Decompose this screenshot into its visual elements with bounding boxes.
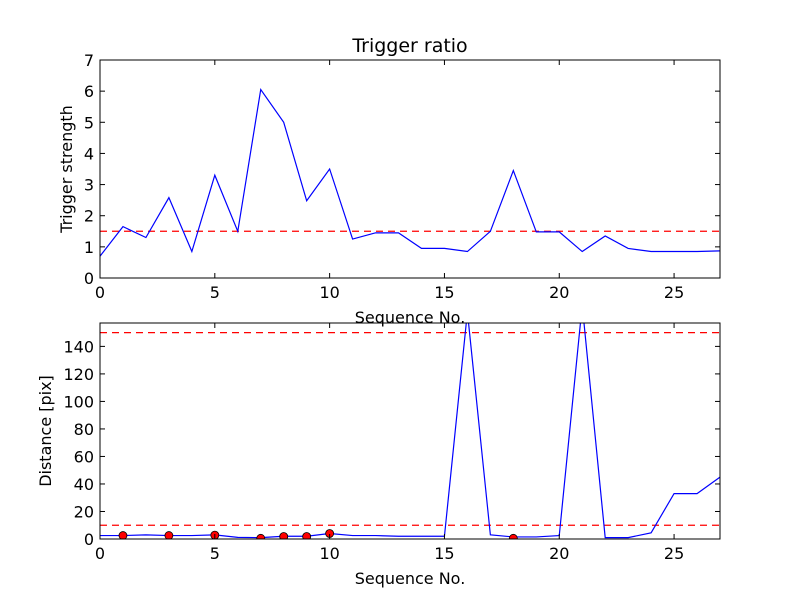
y-axis-label: Distance [pix] [36, 375, 55, 487]
y-tick-label: 3 [84, 176, 94, 195]
y-tick-label: 40 [74, 475, 94, 494]
y-tick-label: 100 [63, 392, 94, 411]
y-tick-label: 1 [84, 238, 94, 257]
x-axis-label: Sequence No. [355, 569, 466, 588]
x-tick-label: 15 [434, 544, 454, 563]
y-tick-label: 20 [74, 502, 94, 521]
y-tick-label: 120 [63, 365, 94, 384]
plot-area [100, 88, 720, 257]
x-tick-label: 5 [210, 544, 220, 563]
plot-area [100, 323, 720, 539]
x-tick-label: 0 [95, 283, 105, 302]
chart-title: Trigger ratio [351, 35, 467, 57]
x-tick-label: 20 [549, 283, 569, 302]
y-tick-label: 7 [84, 51, 94, 70]
series-line-0 [100, 88, 720, 257]
x-tick-label: 25 [664, 544, 684, 563]
data-marker [256, 533, 266, 539]
axes-frame [99, 59, 721, 279]
x-tick-label: 10 [319, 283, 339, 302]
trigger-ratio-plot: 0 5 10 15 20 25 0 1 2 3 4 5 6 7 Sequence No. Trigger … [57, 51, 721, 327]
x-tick-label: 20 [549, 544, 569, 563]
series-line-0 [100, 323, 720, 539]
y-tick-label: 4 [84, 144, 94, 163]
data-marker [279, 532, 289, 539]
distance-plot: 0 5 10 15 20 25 0 20 40 60 80 100 120 140 Sequence No… [36, 322, 721, 588]
x-tick-label: 15 [434, 283, 454, 302]
x-tick-label: 5 [210, 283, 220, 302]
ticks: 0 5 10 15 20 25 0 20 40 60 80 100 120 140 [63, 323, 720, 563]
ticks: 0 5 10 15 20 25 0 1 2 3 4 5 6 7 [84, 51, 720, 302]
x-tick-label: 0 [95, 544, 105, 563]
x-axis-label: Sequence No. [355, 308, 466, 327]
y-axis-label: Trigger strength [57, 105, 76, 234]
data-marker [302, 532, 312, 539]
y-tick-label: 5 [84, 113, 94, 132]
axes-frame [99, 322, 721, 540]
y-tick-label: 2 [84, 207, 94, 226]
y-tick-label: 0 [84, 530, 94, 549]
y-tick-label: 140 [63, 337, 94, 356]
data-marker [118, 531, 128, 539]
y-tick-label: 60 [74, 447, 94, 466]
y-tick-label: 6 [84, 82, 94, 101]
y-tick-label: 0 [84, 269, 94, 288]
x-tick-label: 25 [664, 283, 684, 302]
x-tick-label: 10 [319, 544, 339, 563]
data-marker [164, 531, 174, 539]
y-tick-label: 80 [74, 420, 94, 439]
data-marker [508, 533, 518, 539]
